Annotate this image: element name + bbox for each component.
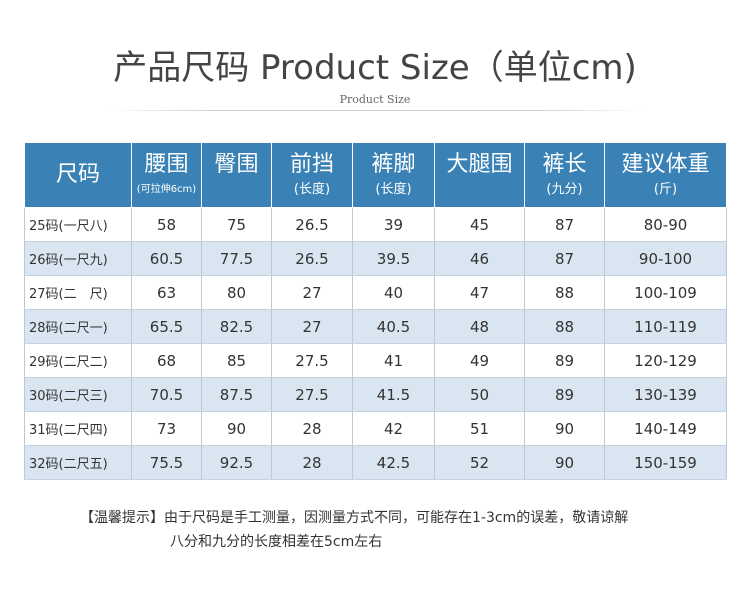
table-cell: 90 (524, 411, 605, 446)
table-row: 28码(二尺一) 65.5 82.5 27 40.5 48 88 110-119 (24, 309, 727, 344)
table-row: 32码(二尺五) 75.5 92.5 28 42.5 52 90 150-159 (24, 445, 727, 480)
table-cell: 28 (271, 411, 353, 446)
table-cell: 80-90 (604, 207, 727, 242)
table-cell: 28码(二尺一) (24, 309, 132, 344)
table-row: 30码(二尺三) 70.5 87.5 27.5 41.5 50 89 130-1… (24, 377, 727, 412)
table-cell: 41.5 (352, 377, 435, 412)
table-cell: 42 (352, 411, 435, 446)
table-cell: 130-139 (604, 377, 727, 412)
table-cell: 49 (434, 343, 525, 378)
header-weight: 建议体重 (斤) (604, 142, 727, 208)
table-cell: 25码(一尺八) (24, 207, 132, 242)
table-cell: 32码(二尺五) (24, 445, 132, 480)
table-row: 26码(一尺九) 60.5 77.5 26.5 39.5 46 87 90-10… (24, 241, 727, 276)
table-cell: 27 (271, 309, 353, 344)
header-thigh: 大腿围 x (434, 142, 525, 208)
table-cell: 90 (201, 411, 272, 446)
table-cell: 40.5 (352, 309, 435, 344)
table-cell: 87 (524, 207, 605, 242)
table-cell: 26.5 (271, 241, 353, 276)
table-cell: 80 (201, 275, 272, 310)
tip-line-1: 【温馨提示】由于尺码是手工测量，因测量方式不同，可能存在1-3cm的误差，敬请谅… (80, 510, 629, 526)
header-leg-opening: 裤脚 (长度) (352, 142, 435, 208)
table-cell: 27 (271, 275, 353, 310)
table-cell: 42.5 (352, 445, 435, 480)
table-cell: 100-109 (604, 275, 727, 310)
table-cell: 140-149 (604, 411, 727, 446)
table-cell: 89 (524, 377, 605, 412)
table-cell: 52 (434, 445, 525, 480)
table-cell: 75 (201, 207, 272, 242)
table-cell: 26码(一尺九) (24, 241, 132, 276)
table-cell: 85 (201, 343, 272, 378)
table-cell: 50 (434, 377, 525, 412)
table-cell: 89 (524, 343, 605, 378)
table-cell: 48 (434, 309, 525, 344)
table-header-row: 尺码 腰围 (可拉伸6cm) 臀围 x 前挡 (长度) 裤脚 (长度) 大腿围 … (24, 142, 727, 208)
header-hip: 臀围 x (201, 142, 272, 208)
table-row: 29码(二尺二) 68 85 27.5 41 49 89 120-129 (24, 343, 727, 378)
table-row: 27码(二 尺) 63 80 27 40 47 88 100-109 (24, 275, 727, 310)
table-cell: 31码(二尺四) (24, 411, 132, 446)
table-cell: 65.5 (131, 309, 202, 344)
divider (105, 110, 645, 111)
tip-note: 【温馨提示】由于尺码是手工测量，因测量方式不同，可能存在1-3cm的误差，敬请谅… (80, 506, 720, 554)
table-cell: 87 (524, 241, 605, 276)
header-size: 尺码 (24, 142, 132, 208)
table-cell: 92.5 (201, 445, 272, 480)
table-cell: 88 (524, 309, 605, 344)
table-cell: 47 (434, 275, 525, 310)
table-cell: 51 (434, 411, 525, 446)
table-row: 31码(二尺四) 73 90 28 42 51 90 140-149 (24, 411, 727, 446)
table-cell: 39 (352, 207, 435, 242)
table-row: 25码(一尺八) 58 75 26.5 39 45 87 80-90 (24, 207, 727, 242)
table-cell: 120-129 (604, 343, 727, 378)
table-cell: 150-159 (604, 445, 727, 480)
table-cell: 110-119 (604, 309, 727, 344)
table-cell: 75.5 (131, 445, 202, 480)
table-cell: 90 (524, 445, 605, 480)
table-cell: 30码(二尺三) (24, 377, 132, 412)
table-cell: 39.5 (352, 241, 435, 276)
table-cell: 60.5 (131, 241, 202, 276)
table-cell: 27码(二 尺) (24, 275, 132, 310)
table-cell: 28 (271, 445, 353, 480)
header-length: 裤长 (九分) (524, 142, 605, 208)
size-table: 尺码 腰围 (可拉伸6cm) 臀围 x 前挡 (长度) 裤脚 (长度) 大腿围 … (24, 142, 727, 480)
table-cell: 45 (434, 207, 525, 242)
page-title: 产品尺码 Product Size（单位cm) (113, 48, 637, 88)
table-cell: 29码(二尺二) (24, 343, 132, 378)
table-cell: 90-100 (604, 241, 727, 276)
header-front-rise: 前挡 (长度) (271, 142, 353, 208)
table-cell: 27.5 (271, 343, 353, 378)
table-cell: 63 (131, 275, 202, 310)
table-cell: 70.5 (131, 377, 202, 412)
table-cell: 87.5 (201, 377, 272, 412)
table-cell: 58 (131, 207, 202, 242)
table-cell: 73 (131, 411, 202, 446)
table-cell: 41 (352, 343, 435, 378)
table-cell: 26.5 (271, 207, 353, 242)
subtitle-block: Product Size (0, 88, 750, 107)
page-subtitle: Product Size (339, 93, 411, 106)
table-cell: 40 (352, 275, 435, 310)
table-cell: 68 (131, 343, 202, 378)
table-cell: 77.5 (201, 241, 272, 276)
table-cell: 27.5 (271, 377, 353, 412)
table-cell: 88 (524, 275, 605, 310)
table-cell: 46 (434, 241, 525, 276)
table-cell: 82.5 (201, 309, 272, 344)
header-waist: 腰围 (可拉伸6cm) (131, 142, 202, 208)
tip-line-2: 八分和九分的长度相差在5cm左右 (170, 534, 383, 550)
